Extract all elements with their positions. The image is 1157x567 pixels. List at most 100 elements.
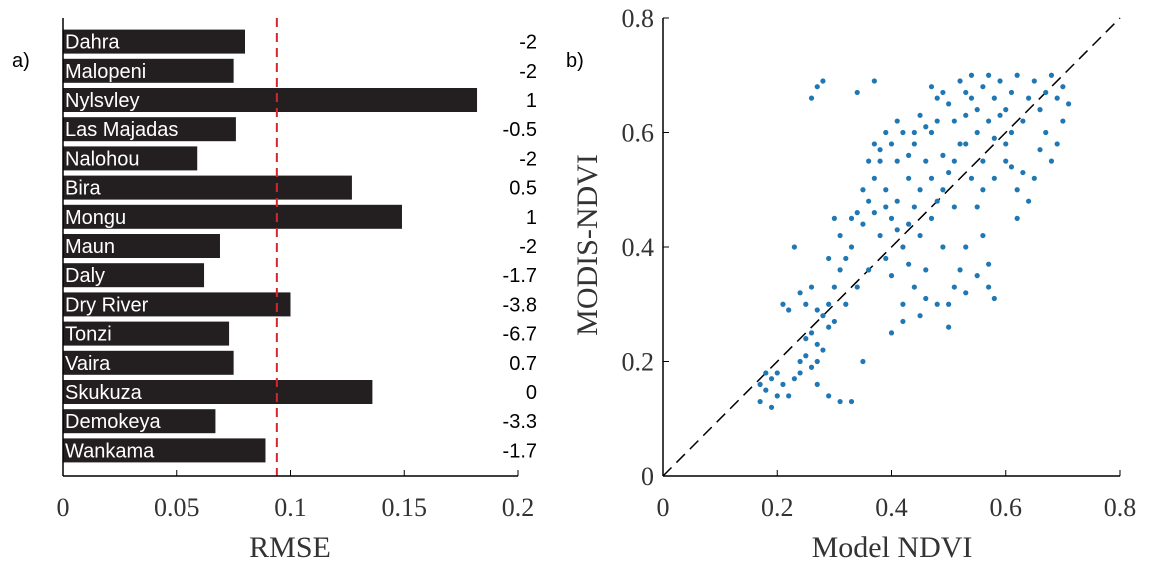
scatter-point	[906, 152, 912, 158]
scatter-point	[963, 141, 969, 147]
scatter-point	[1043, 89, 1049, 96]
scatter-point	[900, 318, 906, 325]
scatter-point	[786, 393, 792, 399]
bar-annotation: -2	[519, 236, 537, 258]
scatter-point	[986, 72, 992, 78]
scatter-point	[786, 307, 792, 313]
scatter-point	[1065, 101, 1072, 107]
scatter-point	[968, 175, 975, 181]
scatter-point	[774, 370, 780, 376]
scatter-point	[888, 330, 895, 336]
scatter-point	[917, 313, 923, 319]
scatter-point	[871, 210, 877, 216]
scatter-point	[923, 295, 929, 302]
scatter-point	[946, 169, 952, 176]
scatter-point	[803, 301, 809, 307]
bar-category-label: Las Majadas	[65, 119, 178, 141]
scatter-point	[1003, 107, 1009, 113]
bar	[63, 321, 230, 346]
scatter-point	[991, 95, 997, 101]
bar-annotation: 0.7	[509, 353, 537, 375]
scatter-point	[1037, 107, 1043, 113]
bar	[63, 234, 220, 258]
bar-annotation: -0.5	[503, 119, 537, 141]
scatter-point	[923, 267, 929, 273]
x-tick-label: 0.2	[761, 493, 794, 522]
panel-b-x-axis-label: Model NDVI	[812, 531, 973, 564]
scatter-point	[894, 198, 900, 204]
scatter-point	[877, 158, 883, 164]
scatter-point	[940, 244, 946, 250]
bar-category-label: Malopeni	[65, 61, 146, 83]
bar-annotation: -6.7	[503, 324, 537, 346]
scatter-point	[837, 232, 843, 239]
scatter-point	[946, 324, 952, 330]
panel-a-x-axis-label: RMSE	[249, 531, 331, 564]
scatter-point	[888, 273, 895, 279]
bar-annotation: -2	[519, 148, 537, 170]
bar-category-label: Nylsvley	[65, 90, 139, 112]
scatter-point	[768, 404, 775, 410]
bar	[63, 88, 478, 112]
scatter-point	[757, 398, 763, 405]
scatter-point	[774, 393, 780, 399]
scatter-point	[951, 118, 957, 124]
panel-b-x-ticks: 0 0.2 0.4 0.6 0.8	[657, 470, 1136, 522]
bar-category-label: Dahra	[65, 32, 120, 54]
scatter-point	[866, 158, 872, 164]
panel-a-x-ticks: 0 0.05 0.1 0.15 0.2	[57, 470, 535, 522]
scatter-point	[917, 187, 923, 193]
scatter-point	[951, 204, 957, 210]
bar-category-label: Demokeya	[65, 411, 161, 433]
bar-category-label: Tonzi	[65, 324, 112, 346]
panel-a-rmse-bar-chart: a) Dahra Malopeni Nylsvley Las Majadas Naloh…	[12, 18, 537, 564]
bar-category-label: Skukuza	[65, 382, 143, 404]
panel-b-y-ticks: 0 0.2 0.4 0.6 0.8	[622, 4, 669, 491]
scatter-point	[980, 187, 986, 193]
scatter-point	[808, 284, 815, 290]
scatter-point	[871, 141, 877, 147]
scatter-point	[820, 78, 826, 84]
y-tick-label: 0.6	[622, 119, 655, 148]
scatter-point	[820, 313, 826, 319]
scatter-point	[894, 158, 900, 164]
scatter-point	[906, 261, 912, 267]
bar	[63, 263, 205, 288]
x-tick-label: 0.2	[502, 493, 535, 522]
scatter-point	[831, 284, 837, 290]
scatter-point	[883, 187, 889, 193]
panel-b-ndvi-scatter: b) 0 0.2 0.4 0.6 0.8 0 0.2 0.4 0.6 0.8 Model NDV…	[566, 4, 1136, 564]
scatter-point	[986, 284, 992, 290]
scatter-point	[803, 353, 809, 359]
scatter-point	[757, 381, 763, 387]
bar	[63, 204, 402, 229]
one-to-one-line	[662, 17, 1121, 477]
scatter-point	[780, 301, 786, 307]
scatter-point	[1026, 198, 1032, 204]
scatter-point	[808, 330, 815, 336]
scatter-point	[980, 232, 986, 239]
annotations-a: -2 -2 1 -0.5 -2 0.5 1 -2 -1.7 -3.8 -6.7 0.7 0 -3.3 -1.…	[503, 32, 537, 463]
scatter-point	[951, 284, 957, 290]
bar	[63, 146, 198, 171]
scatter-point	[877, 232, 883, 239]
scatter-point	[928, 129, 935, 136]
y-tick-label: 0	[641, 462, 654, 491]
scatter-point	[991, 295, 997, 302]
scatter-point	[1014, 187, 1020, 193]
scatter-point	[917, 112, 923, 118]
bar-annotation: 1	[526, 90, 537, 112]
scatter-point	[986, 118, 992, 124]
scatter-point	[957, 141, 963, 147]
bar-annotation: -2	[519, 32, 537, 54]
scatter-point	[1048, 72, 1055, 78]
scatter-point	[928, 175, 935, 181]
scatter-point	[848, 244, 855, 250]
bar	[63, 292, 291, 317]
scatter-point	[963, 112, 969, 118]
scatter-point	[1037, 147, 1043, 153]
scatter-point	[1031, 175, 1037, 181]
panel-b-label: b)	[566, 50, 584, 72]
scatter-point	[997, 78, 1003, 84]
scatter-point	[980, 84, 986, 90]
